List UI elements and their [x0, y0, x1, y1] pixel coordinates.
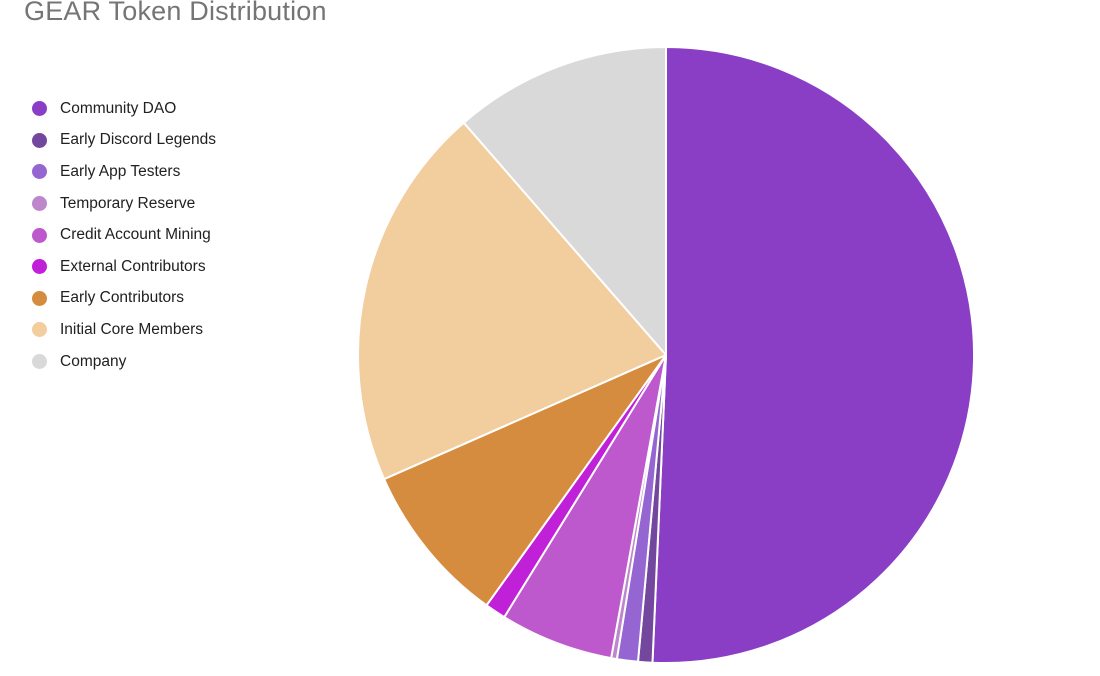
- legend-item-community-dao: Community DAO: [32, 93, 216, 125]
- legend-item-credit-account-mining: Credit Account Mining: [32, 219, 216, 251]
- legend: Community DAO Early Discord Legends Earl…: [32, 93, 216, 377]
- legend-item-early-contributors: Early Contributors: [32, 283, 216, 315]
- legend-label: Company: [60, 352, 127, 370]
- pie-slice-early-contributors: [383, 354, 667, 607]
- legend-item-early-app-testers: Early App Testers: [32, 156, 216, 188]
- legend-swatch-icon: [32, 322, 47, 338]
- legend-item-temporary-reserve: Temporary Reserve: [32, 188, 216, 220]
- pie-slice-initial-core-members: [357, 121, 667, 481]
- legend-item-external-contributors: External Contributors: [32, 251, 216, 283]
- page-title: GEAR Token Distribution: [24, 0, 327, 26]
- pie-slice-company: [462, 46, 667, 356]
- legend-item-early-discord-legends: Early Discord Legends: [32, 125, 216, 157]
- legend-label: Early Contributors: [60, 289, 185, 307]
- legend-item-company: Company: [32, 346, 216, 378]
- pie-slice-community-dao: [651, 46, 975, 664]
- legend-swatch-icon: [32, 227, 47, 243]
- legend-label: Early Discord Legends: [60, 131, 216, 149]
- legend-label: Early App Testers: [60, 162, 181, 180]
- legend-label: External Contributors: [60, 257, 206, 275]
- legend-label: Initial Core Members: [60, 320, 203, 338]
- legend-label: Temporary Reserve: [60, 194, 196, 212]
- legend-swatch-icon: [32, 164, 47, 180]
- legend-swatch-icon: [32, 132, 47, 148]
- legend-swatch-icon: [32, 196, 47, 212]
- legend-swatch-icon: [32, 101, 47, 117]
- legend-item-initial-core-members: Initial Core Members: [32, 314, 216, 346]
- legend-swatch-icon: [32, 290, 47, 306]
- legend-swatch-icon: [32, 354, 47, 370]
- legend-label: Credit Account Mining: [60, 226, 211, 244]
- legend-swatch-icon: [32, 259, 47, 275]
- legend-label: Community DAO: [60, 99, 177, 117]
